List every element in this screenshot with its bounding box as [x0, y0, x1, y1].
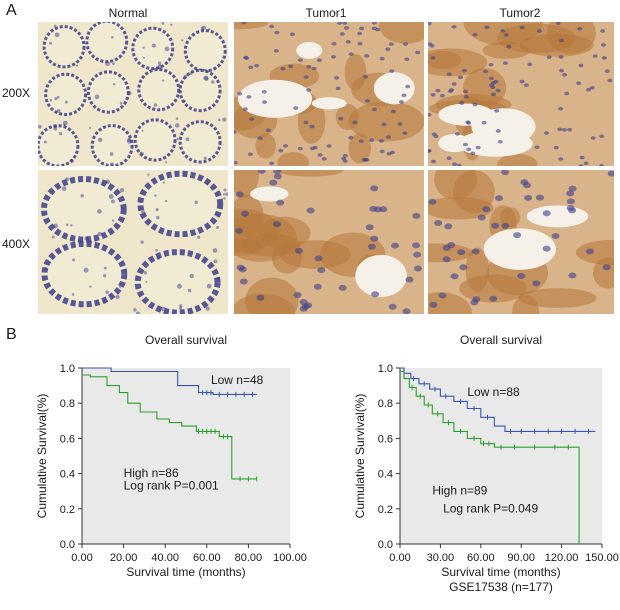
micrograph-tumor2-200x	[428, 22, 614, 166]
column-header-tumor1: Tumor1	[305, 6, 347, 20]
x-axis-label: Survival time (months)	[441, 565, 560, 579]
row-header-400x: 400X	[2, 237, 31, 251]
y-tick-label: 1.0	[60, 363, 75, 375]
annotation-high: High n=86	[124, 466, 179, 480]
survival-curve-high	[82, 374, 257, 480]
x-tick-label: 60.00	[467, 552, 495, 564]
y-tick-label: 0.2	[378, 504, 393, 516]
x-tick-label: 0.00	[389, 552, 410, 564]
chart-title: Overall survival	[145, 333, 227, 347]
y-tick-label: 0.8	[378, 398, 393, 410]
y-tick-label: 0.0	[60, 539, 75, 551]
y-tick-label: 1.0	[378, 363, 393, 375]
micrograph-tumor1-400x	[234, 170, 424, 314]
x-tick-label: 80.00	[235, 552, 263, 564]
panel-label-a: A	[6, 2, 17, 19]
micrograph-tumor1-200x	[234, 22, 424, 166]
x-tick-label: 90.00	[507, 552, 535, 564]
x-axis-label: Survival time (months)	[126, 565, 245, 579]
survival-charts: Overall survival 0.0 0.2 0.4 0.6 0.8 1.0 0.00 20…	[35, 333, 619, 594]
plot-area	[82, 368, 290, 544]
plot-area	[400, 368, 602, 544]
survival-curve-low	[82, 367, 257, 395]
annotation-high: High n=89	[432, 484, 487, 498]
x-tick-label: 30.00	[427, 552, 455, 564]
survival-chart-2: Overall survival 0.0 0.2 0.4 0.6 0.8 1.0 0.00 30…	[353, 333, 619, 594]
y-tick-label: 0.6	[378, 433, 393, 445]
y-tick-label: 0.6	[60, 433, 75, 445]
survival-curve-low	[400, 367, 596, 432]
dataset-label: GSE17538 (n=177)	[449, 580, 553, 594]
annotation-low: Low n=88	[467, 385, 520, 399]
micrograph-normal-200x	[38, 22, 228, 166]
y-tick-label: 0.2	[60, 504, 75, 516]
survival-curve-high	[400, 370, 580, 544]
micrograph-tumor2-400x	[428, 170, 614, 314]
x-tick-label: 120.00	[545, 552, 579, 564]
survival-chart-1: Overall survival 0.0 0.2 0.4 0.6 0.8 1.0 0.00 20…	[35, 333, 307, 579]
annotation-logrank: Log rank P=0.001	[124, 478, 219, 492]
annotation-logrank: Log rank P=0.049	[443, 501, 538, 515]
chart-title: Overall survival	[460, 333, 542, 347]
y-tick-label: 0.0	[378, 539, 393, 551]
micrograph-normal-400x	[38, 170, 228, 314]
x-tick-label: 40.00	[151, 552, 179, 564]
column-header-normal: Normal	[108, 6, 148, 20]
y-axis-label: Cumulative Survival(%)	[35, 394, 49, 519]
x-tick-label: 150.00	[585, 552, 619, 564]
annotation-low: Low n=48	[211, 373, 264, 387]
x-tick-label: 60.00	[193, 552, 221, 564]
y-axis-label: Cumulative Survival(%)	[353, 394, 367, 519]
row-header-200x: 200X	[2, 86, 31, 100]
x-tick-label: 0.00	[71, 552, 92, 564]
panel-label-b: B	[6, 326, 17, 343]
column-header-tumor2: Tumor2	[499, 6, 541, 20]
x-tick-label: 20.00	[110, 552, 138, 564]
y-tick-label: 0.4	[378, 469, 393, 481]
y-tick-label: 0.8	[60, 398, 75, 410]
y-tick-label: 0.4	[60, 469, 75, 481]
x-tick-label: 100.00	[273, 552, 307, 564]
